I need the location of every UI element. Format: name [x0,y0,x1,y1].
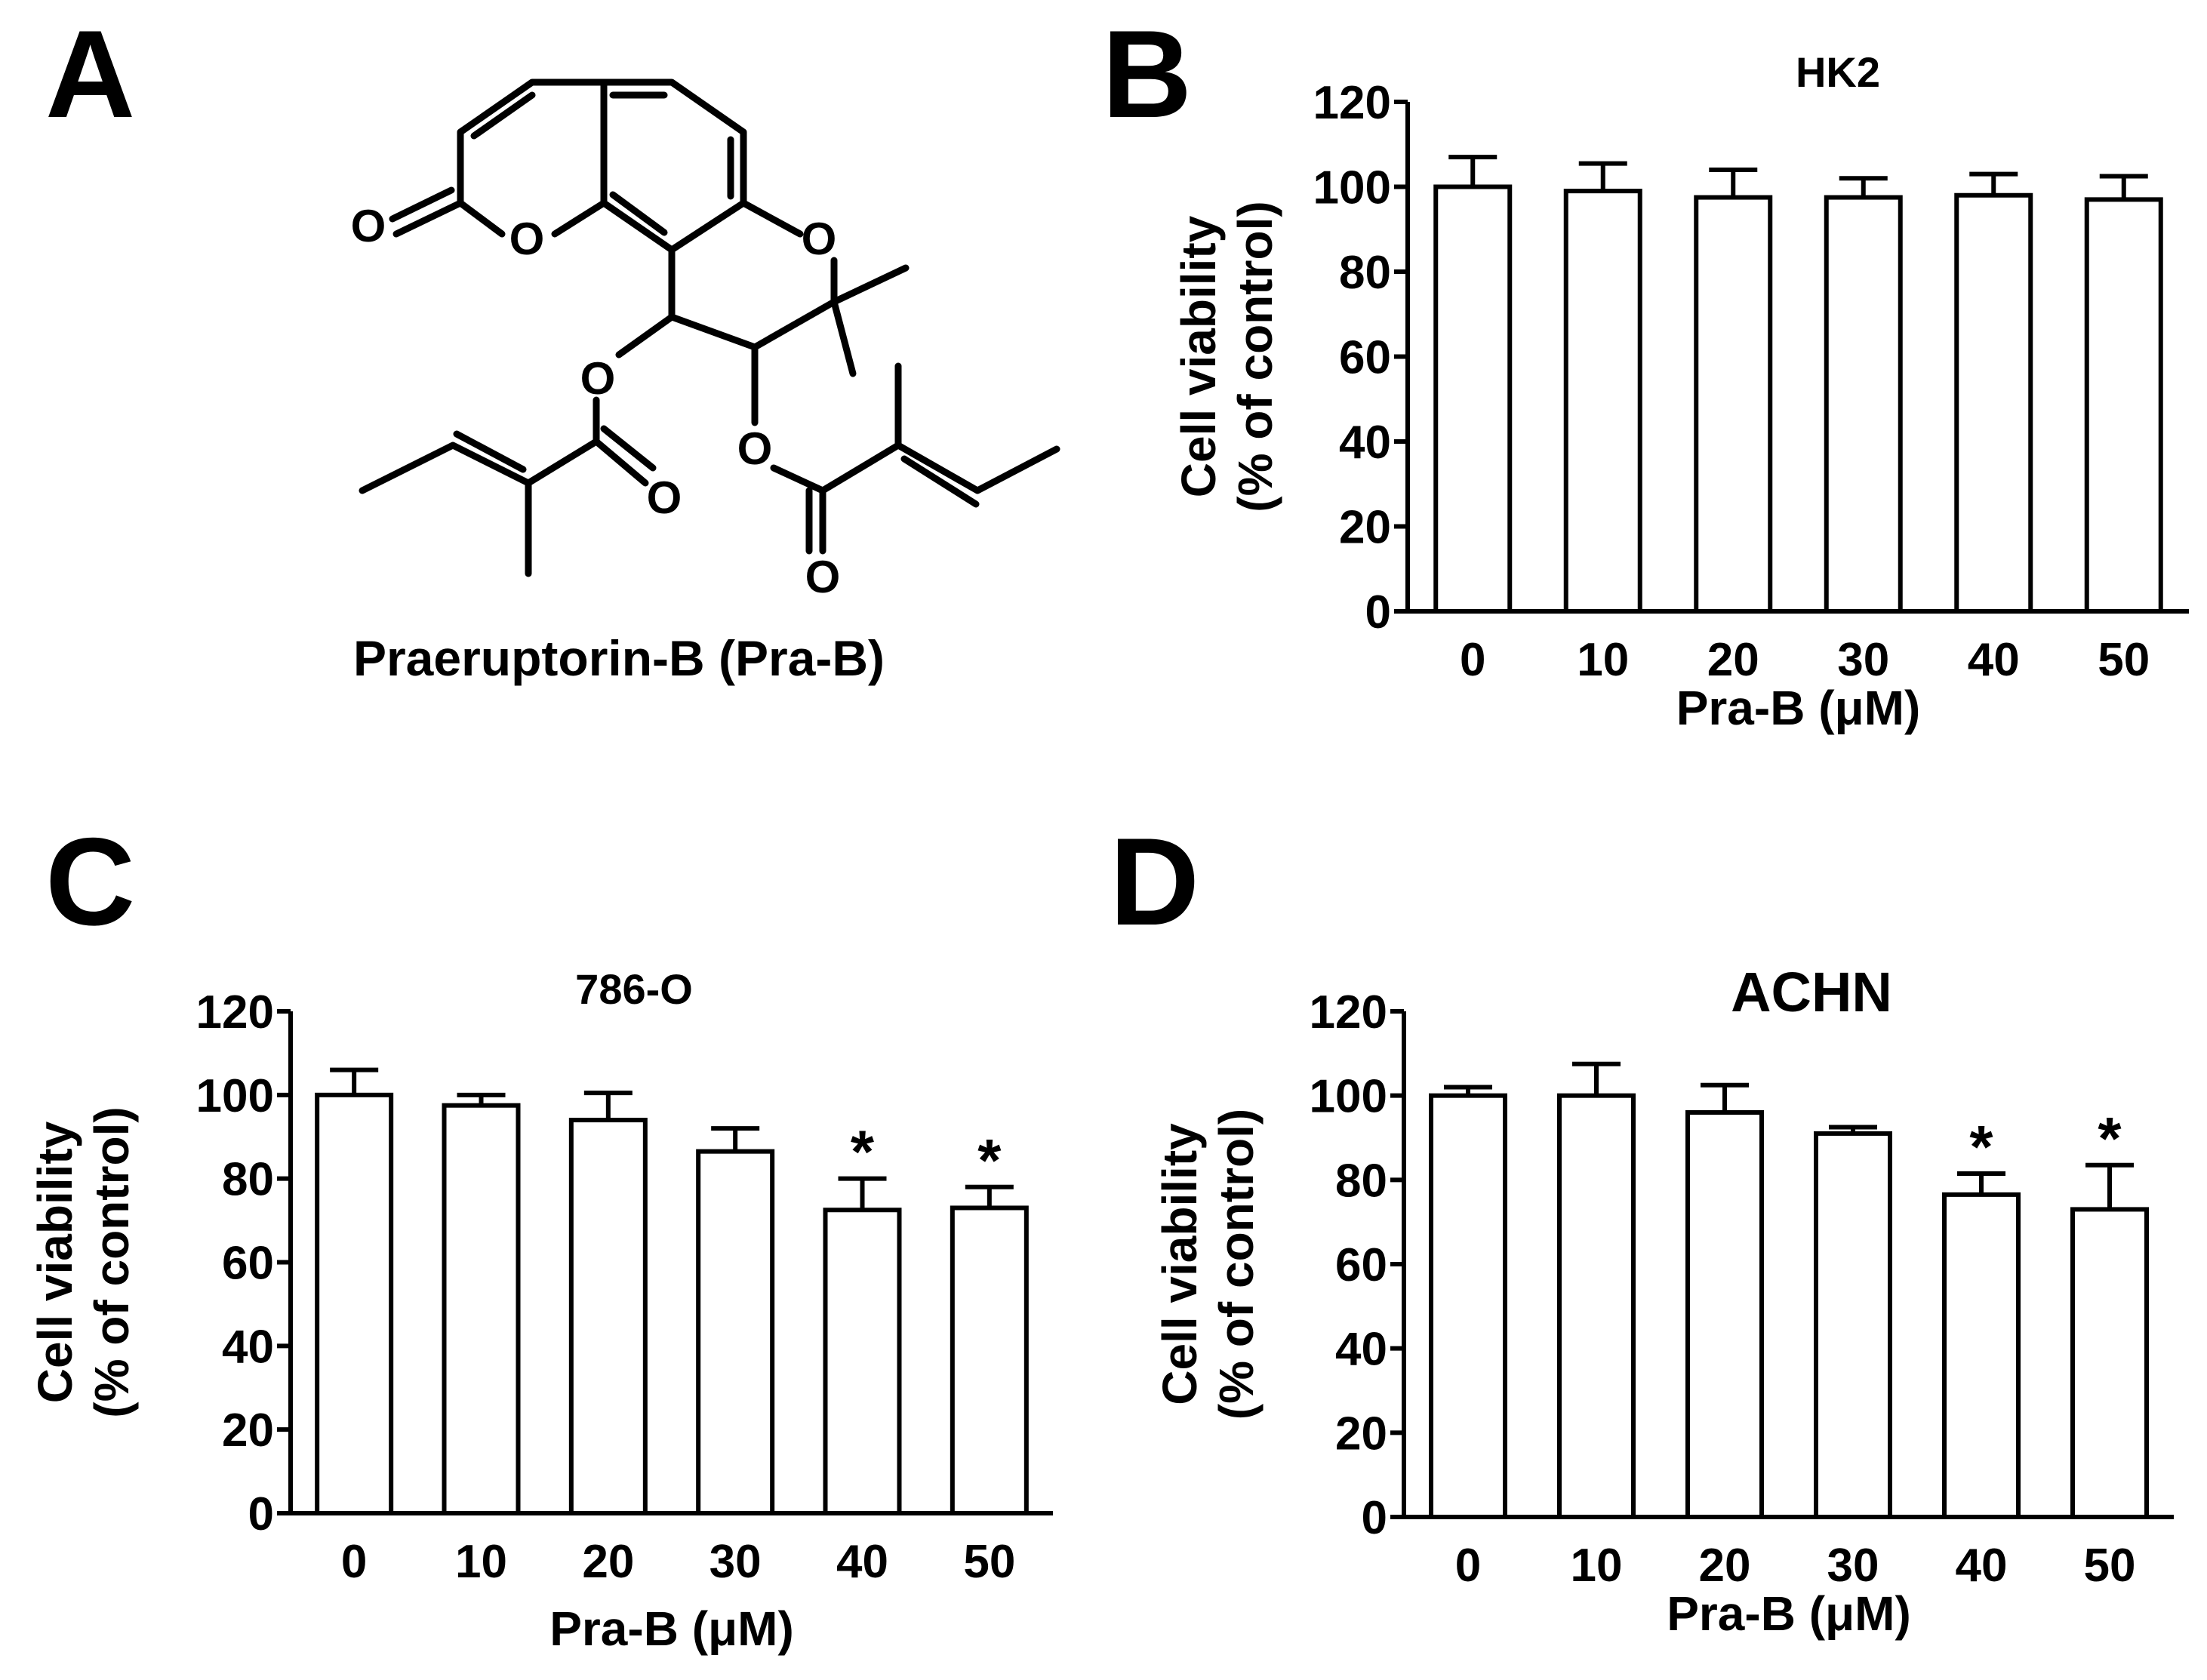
y-tick-label: 0 [1362,1492,1387,1544]
significance-marker: * [851,1118,875,1186]
x-tick-label: 10 [455,1536,507,1588]
x-axis-label: Pra-B (μM) [549,1602,794,1656]
x-tick-label: 40 [1968,634,2020,686]
bar [568,1118,648,1516]
x-tick-label: 0 [1455,1540,1481,1592]
bar [696,1149,775,1516]
praeruptorin-b-structure [359,78,1060,577]
chart-hk2: 0 20 40 60 80 100 120 0 10 20 30 40 50 HK2 Pra-B (μM) C… [1171,48,2189,735]
x-tick-label: 20 [582,1536,634,1588]
atom-o-carbonyl-left: O [647,472,682,523]
bar [1563,189,1642,614]
panel-letter-a: A [45,5,135,143]
x-tick-label: 40 [836,1536,888,1588]
chart-title: HK2 [1796,48,1880,96]
x-axis-label: Pra-B (μM) [1667,1586,1911,1641]
x-tick-label: 30 [1837,634,1889,686]
y-tick-label: 100 [1310,1071,1387,1123]
chart-title: ACHN [1731,961,1892,1023]
y-tick-label: 100 [196,1070,274,1122]
compound-name: Praeruptorin-B (Pra-B) [353,630,885,686]
y-tick-label: 60 [1335,1239,1387,1291]
y-tick-label: 60 [222,1238,274,1290]
x-tick-label: 0 [341,1536,367,1588]
bar [950,1205,1029,1516]
y-tick-label: 120 [196,986,274,1038]
x-tick-label: 50 [2084,1540,2136,1592]
x-tick-label: 40 [1956,1540,2008,1592]
bar [1824,195,1903,614]
significance-marker: * [2098,1105,2122,1172]
bar [2084,197,2163,614]
bar [1694,195,1773,614]
atom-o-carbonyl: O [351,201,386,251]
y-tick-label: 40 [1339,417,1391,469]
panel-letter-c: C [45,812,135,951]
y-tick-label: 120 [1313,77,1391,129]
chart-achn: 0 20 40 60 80 100 120 0 10 20 30 40 * 50 * ACHN Pra-B (μ… [1153,961,2174,1641]
bar [1954,192,2033,614]
atom-o-ester-left: O [580,353,616,404]
y-tick-label: 20 [1339,502,1391,554]
significance-marker: * [1969,1113,1993,1180]
y-tick-label: 0 [1365,586,1391,638]
x-tick-label: 20 [1707,634,1759,686]
bar [1433,184,1513,614]
significance-marker: * [977,1127,1002,1194]
x-tick-label: 0 [1460,634,1485,686]
panel-letter-b: B [1102,5,1192,143]
x-tick-label: 30 [710,1536,762,1588]
y-tick-label: 0 [248,1488,274,1540]
y-axis-label-line1: Cell viability [28,1121,82,1403]
x-tick-label: 30 [1827,1540,1879,1592]
y-tick-label: 20 [222,1405,274,1457]
atom-o-ester-right: O [737,423,773,474]
y-axis-label-line1: Cell viability [1153,1123,1207,1405]
y-tick-label: 60 [1339,332,1391,384]
y-tick-label: 80 [222,1154,274,1206]
y-tick-label: 80 [1339,247,1391,299]
atom-o-carbonyl-right: O [805,552,841,602]
bar [442,1103,521,1515]
x-tick-label: 10 [1571,1540,1623,1592]
x-axis-label: Pra-B (μM) [1676,681,1921,735]
chart-786-o: 0 20 40 60 80 100 120 0 10 20 30 40 * 50 * 786-O Pra-B (… [28,965,1053,1656]
panel-letter-d: D [1110,812,1199,951]
chart-title: 786-O [575,965,693,1013]
bar [1429,1093,1507,1519]
x-tick-label: 10 [1577,634,1629,686]
bar [1814,1131,1892,1519]
y-axis-label-line2: (% of control) [1209,1109,1264,1420]
atom-o-ring: O [509,214,545,264]
y-axis-label-line2: (% of control) [85,1106,139,1417]
atom-o-pyran: O [802,214,837,264]
bar [823,1208,902,1515]
structure-atom-labels: O O O O O O O [351,201,841,602]
y-tick-label: 100 [1313,162,1391,214]
bar [2070,1207,2149,1519]
bar [1557,1093,1636,1519]
x-tick-label: 50 [2098,634,2150,686]
bar [1685,1110,1764,1519]
y-tick-label: 80 [1335,1155,1387,1207]
y-axis-label-line2: (% of control) [1228,201,1282,512]
bar [315,1092,394,1516]
y-axis-label-line1: Cell viability [1171,215,1226,497]
x-tick-label: 50 [963,1536,1015,1588]
y-tick-label: 40 [222,1321,274,1373]
y-tick-label: 120 [1310,986,1387,1038]
x-tick-label: 20 [1699,1540,1751,1592]
y-tick-label: 40 [1335,1324,1387,1376]
y-tick-label: 20 [1335,1408,1387,1460]
bar [1942,1192,2021,1519]
